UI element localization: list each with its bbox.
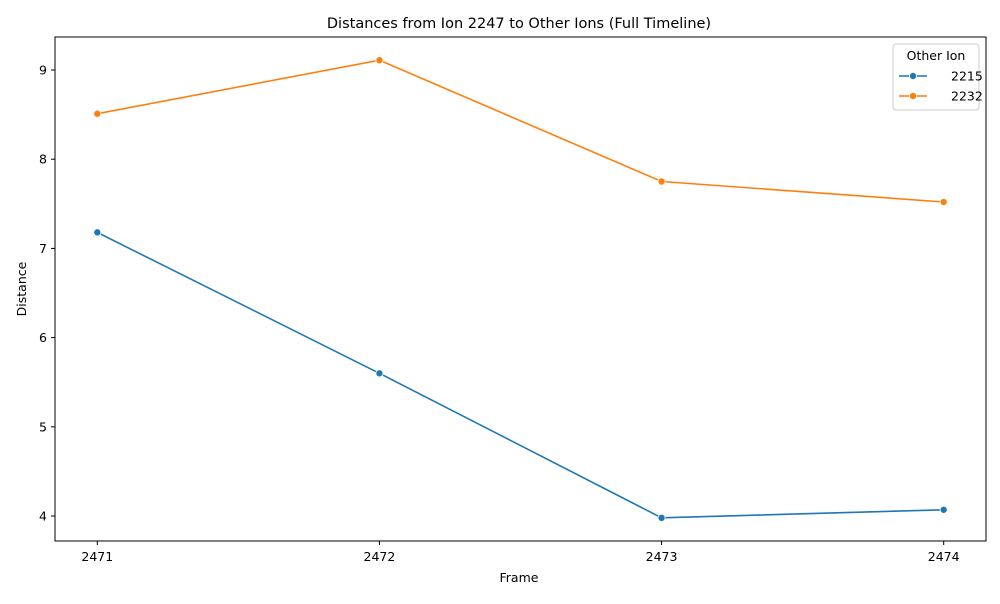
series-line-2215 (96, 231, 944, 519)
y-tick-label: 4 (39, 509, 47, 524)
y-tick-label: 7 (39, 241, 47, 256)
series-line-2232 (97, 59, 944, 203)
legend-marker-2215 (909, 72, 918, 81)
data-point-2215 (657, 513, 666, 522)
y-tick-label: 6 (39, 330, 47, 345)
legend: Other Ion 2215 2232 (892, 43, 983, 111)
data-point-2232 (93, 109, 102, 118)
data-point-2232 (939, 198, 948, 207)
legend-marker-2232 (909, 92, 918, 101)
x-axis-label: Frame (500, 570, 539, 585)
series-group (93, 56, 948, 522)
x-tick-label: 2474 (928, 549, 960, 564)
y-tick-label: 5 (39, 419, 47, 434)
data-point-2232 (375, 56, 384, 65)
legend-entries: 2215 2232 (899, 69, 983, 104)
x-tick-label: 2471 (81, 549, 113, 564)
data-point-2215 (375, 369, 384, 378)
y-axis-label: Distance (14, 261, 29, 316)
x-tick-label: 2472 (364, 549, 396, 564)
plot-frame (54, 36, 987, 542)
data-point-2215 (939, 505, 948, 514)
data-point-2232 (657, 177, 666, 186)
y-tick-label: 8 (39, 152, 47, 167)
axis-ticks: 2471 2472 2473 2474 4 5 6 7 8 9 (39, 63, 960, 564)
y-tick-label: 9 (39, 63, 47, 78)
legend-label-2232: 2232 (951, 89, 983, 104)
data-point-2215 (93, 228, 102, 237)
legend-label-2215: 2215 (951, 69, 983, 84)
x-tick-label: 2473 (646, 549, 678, 564)
chart-title: Distances from Ion 2247 to Other Ions (F… (327, 16, 711, 32)
legend-title: Other Ion (907, 48, 966, 63)
